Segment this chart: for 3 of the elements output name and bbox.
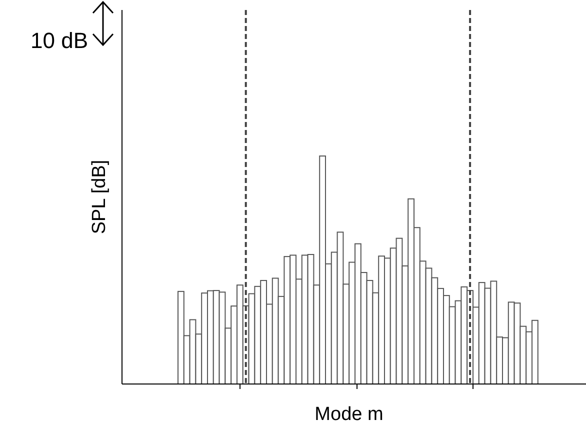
y-axis-title: SPL [dB] xyxy=(89,160,110,234)
text: 10 dB xyxy=(30,28,88,53)
x-axis-title: Mode m xyxy=(314,404,384,424)
